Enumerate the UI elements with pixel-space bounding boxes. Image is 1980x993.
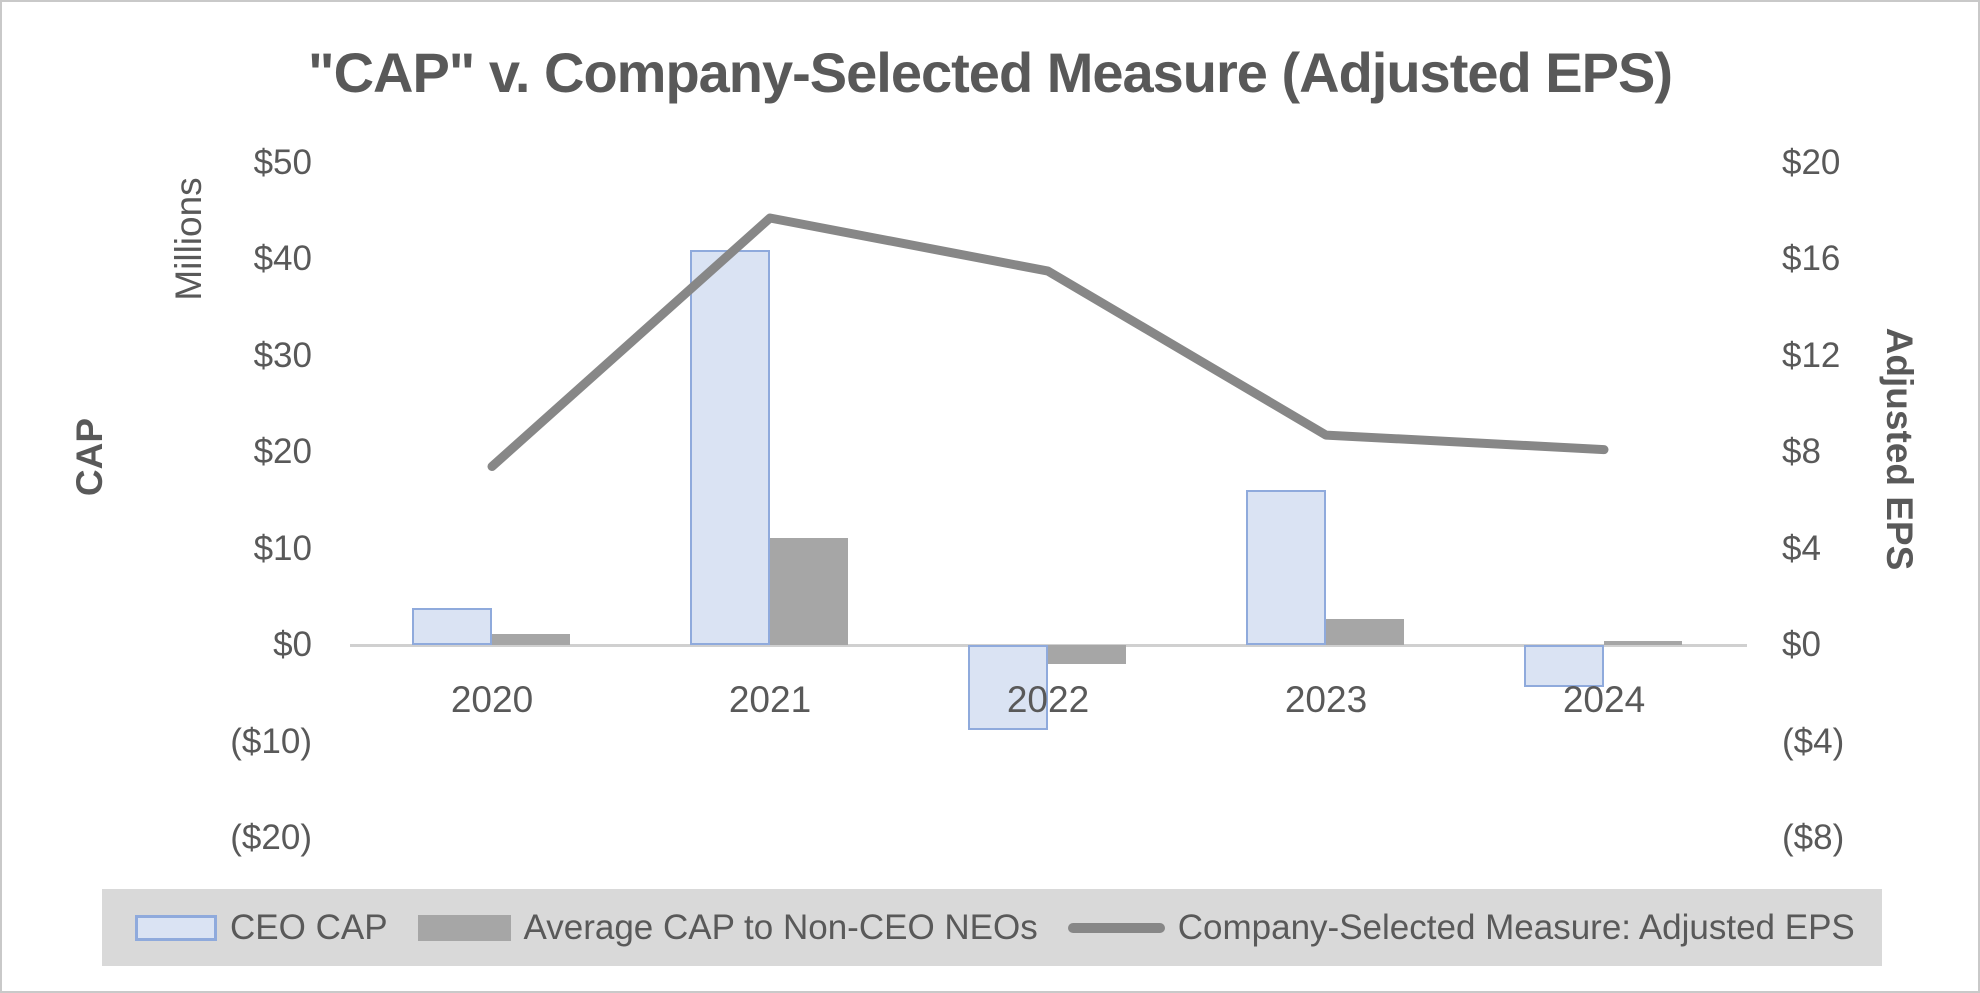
eps-line bbox=[487, 213, 1609, 471]
non-ceo-neos-bar bbox=[1604, 641, 1682, 645]
legend-label-adjusted-eps: Company-Selected Measure: Adjusted EPS bbox=[1177, 907, 1855, 947]
right-axis-tick-label: $8 bbox=[1782, 432, 1821, 471]
left-axis-title: CAP bbox=[69, 417, 110, 497]
non-ceo-neos-swatch-icon bbox=[417, 914, 511, 941]
chart-title: "CAP" v. Company-Selected Measure (Adjus… bbox=[308, 41, 1673, 104]
right-axis-tick-label: $4 bbox=[1782, 528, 1821, 568]
right-axis-tick-label: ($8) bbox=[1782, 818, 1845, 857]
left-axis-tick-label: ($20) bbox=[230, 818, 312, 857]
right-axis-tick-label: ($4) bbox=[1782, 721, 1845, 761]
right-axis-tick-label: $12 bbox=[1782, 335, 1841, 375]
non-ceo-neos-bar bbox=[770, 537, 848, 645]
legend-label-non-ceo-neos: Average CAP to Non-CEO NEOs bbox=[523, 907, 1038, 947]
x-axis-category-label: 2024 bbox=[1562, 679, 1646, 720]
ceo-cap-bar bbox=[690, 250, 770, 645]
right-axis-tick-label: $16 bbox=[1782, 239, 1841, 278]
x-axis-category-label: 2020 bbox=[450, 679, 534, 720]
legend-item-adjusted-eps: Company-Selected Measure: Adjusted EPS bbox=[1067, 907, 1855, 948]
x-axis-category-label: 2021 bbox=[728, 679, 812, 720]
ceo-cap-bar bbox=[1524, 645, 1604, 688]
x-axis-category-label: 2022 bbox=[1006, 679, 1090, 720]
left-axis-tick-label: $0 bbox=[273, 625, 312, 664]
ceo-cap-bar bbox=[412, 608, 492, 645]
adjusted-eps-line-swatch-icon bbox=[1067, 922, 1165, 933]
legend: CEO CAP Average CAP to Non-CEO NEOs Comp… bbox=[102, 889, 1882, 966]
non-ceo-neos-bar bbox=[1326, 618, 1404, 645]
legend-item-ceo-cap: CEO CAP bbox=[135, 908, 388, 948]
non-ceo-neos-bar bbox=[492, 634, 570, 645]
legend-label-ceo-cap: CEO CAP bbox=[230, 907, 388, 947]
left-axis-tick-label: $40 bbox=[253, 239, 312, 278]
left-axis-tick-label: ($10) bbox=[230, 721, 312, 761]
left-axis-tick-label: $50 bbox=[253, 142, 312, 182]
ceo-cap-bar bbox=[1246, 489, 1326, 645]
right-axis-tick-label: $20 bbox=[1782, 142, 1841, 182]
legend-item-non-ceo-neos: Average CAP to Non-CEO NEOs bbox=[417, 907, 1038, 948]
left-axis-tick-label: $20 bbox=[253, 432, 312, 471]
ceo-cap-bar bbox=[968, 645, 1048, 730]
left-axis-tick-label: $30 bbox=[253, 335, 312, 375]
left-axis-tick-label: $10 bbox=[253, 528, 312, 568]
non-ceo-neos-bar bbox=[1048, 645, 1126, 665]
ceo-cap-swatch-icon bbox=[135, 914, 217, 941]
right-axis-tick-label: $0 bbox=[1782, 625, 1821, 664]
right-axis-title: Adjusted EPS bbox=[1879, 327, 1920, 571]
x-axis-category-label: 2023 bbox=[1284, 679, 1368, 720]
